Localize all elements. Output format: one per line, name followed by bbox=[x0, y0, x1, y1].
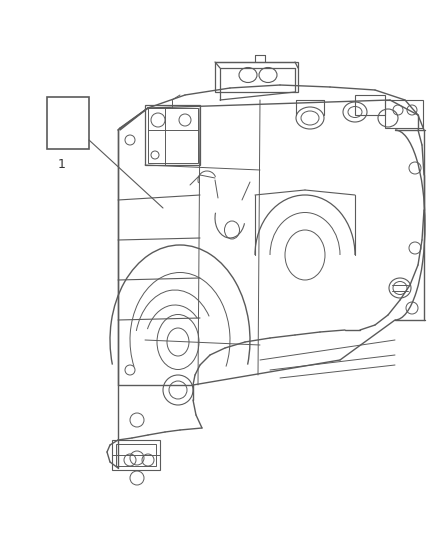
Bar bbox=[148, 108, 198, 163]
Bar bbox=[47, 97, 89, 149]
Bar bbox=[112, 440, 160, 470]
Bar bbox=[385, 100, 423, 128]
Bar bbox=[215, 62, 298, 92]
Bar bbox=[355, 95, 385, 115]
Bar bbox=[116, 444, 156, 466]
Bar bbox=[145, 105, 200, 165]
Text: 1: 1 bbox=[58, 158, 66, 171]
